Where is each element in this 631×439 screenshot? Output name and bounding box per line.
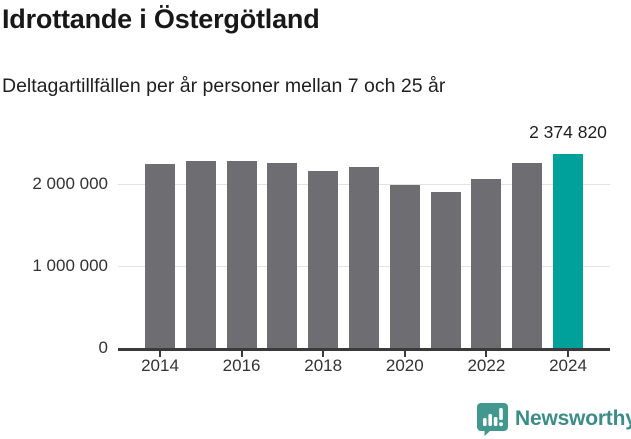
x-axis-label-2024: 2024 bbox=[549, 356, 587, 375]
x-axis-tick-2022 bbox=[485, 351, 488, 357]
bar-2020 bbox=[389, 185, 420, 348]
y-axis-label-2000000: 2 000 000 bbox=[32, 174, 108, 194]
x-axis-line bbox=[118, 348, 610, 351]
chart-title: Idrottande i Östergötland bbox=[2, 4, 320, 34]
bar-2015 bbox=[185, 160, 216, 348]
bar-2022 bbox=[471, 178, 502, 348]
bar-2021 bbox=[430, 191, 461, 348]
x-axis-tick-2018 bbox=[322, 351, 325, 357]
x-axis-label-2014: 2014 bbox=[141, 356, 179, 375]
bar-2024 bbox=[553, 153, 583, 348]
x-axis-tick-2016 bbox=[240, 351, 243, 357]
x-axis-label-2020: 2020 bbox=[385, 356, 424, 375]
bar-2017 bbox=[267, 163, 298, 348]
bar-2019 bbox=[349, 167, 379, 348]
x-axis-label-2022: 2022 bbox=[467, 356, 506, 375]
x-axis-label-2016: 2016 bbox=[222, 356, 261, 375]
newsworthy-logo: Newsworthy bbox=[476, 402, 631, 436]
chart-subtitle: Deltagartillfällen per år personer mella… bbox=[2, 75, 446, 97]
x-axis-tick-2020 bbox=[403, 351, 406, 357]
bar-2018 bbox=[308, 171, 339, 348]
x-axis-tick-2014 bbox=[159, 351, 161, 357]
y-axis-label-0: 0 bbox=[98, 338, 108, 357]
bar-2016 bbox=[226, 161, 257, 348]
x-axis-label-2018: 2018 bbox=[304, 356, 343, 375]
bar-2014 bbox=[145, 163, 175, 348]
bar-2023 bbox=[512, 163, 543, 348]
x-axis-tick-2024 bbox=[567, 351, 569, 357]
newsworthy-icon bbox=[477, 403, 508, 436]
newsworthy-logo-text: Newsworthy bbox=[515, 407, 631, 430]
y-axis-label-1000000: 1 000 000 bbox=[32, 256, 108, 276]
highlight-value-label: 2 374 820 bbox=[529, 122, 607, 142]
